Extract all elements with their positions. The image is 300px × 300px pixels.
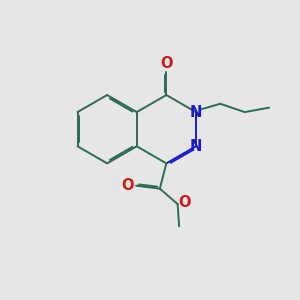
Text: N: N: [190, 139, 202, 154]
Text: O: O: [160, 56, 172, 71]
Text: O: O: [122, 178, 134, 193]
Text: O: O: [178, 195, 190, 210]
Text: N: N: [190, 105, 202, 120]
